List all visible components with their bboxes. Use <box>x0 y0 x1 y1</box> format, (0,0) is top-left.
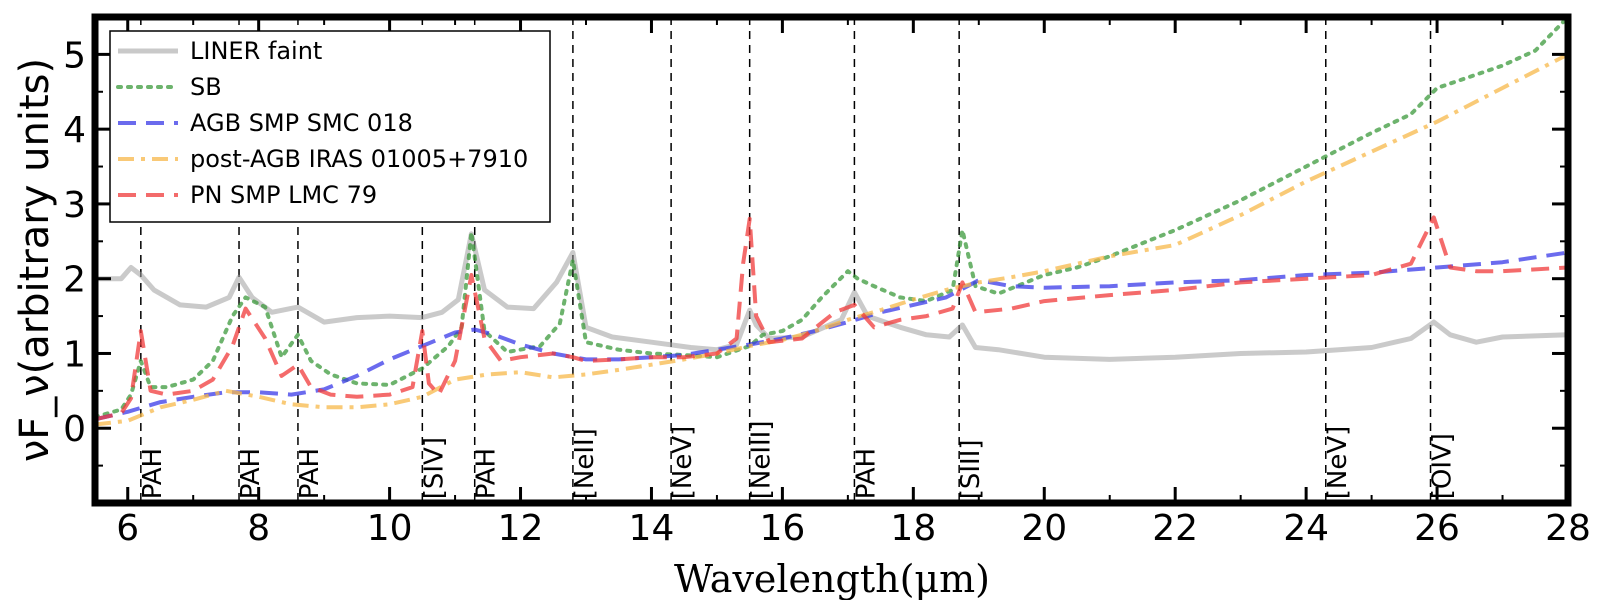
x-tick-label-3: 12 <box>498 508 544 549</box>
legend-label-3: post-AGB IRAS 01005+7910 <box>190 145 528 173</box>
plot-frame <box>91 13 1572 507</box>
y-axis-label: νF_ν(arbitrary units) <box>12 58 58 462</box>
legend-label-1: SB <box>190 73 222 101</box>
annotation-label-0: PAH <box>138 448 168 499</box>
y-tick-label-5: 5 <box>63 35 86 76</box>
annotation-label-8: PAH <box>851 448 881 499</box>
x-tick-label-2: 10 <box>367 508 413 549</box>
x-tick-label-1: 8 <box>247 508 270 549</box>
series-line-4 <box>94 215 1569 422</box>
series-line-3 <box>94 52 1569 427</box>
legend-box <box>109 30 551 223</box>
y-tick-label-0: 0 <box>63 409 86 450</box>
legend: LINER faint SB AGB SMP SMC 018 post-AGB IRA… <box>109 30 551 223</box>
annotation-label-3: [SIV] <box>419 437 449 499</box>
series-line-2 <box>94 250 1569 422</box>
annotation-label-4: PAH <box>472 448 502 499</box>
series-line-0 <box>95 231 1569 362</box>
annotation-label-10: [NeV] <box>1323 426 1353 500</box>
legend-label-4: PN SMP LMC 79 <box>190 181 377 209</box>
annotation-label-2: PAH <box>295 448 325 499</box>
x-tick-label-5: 16 <box>759 508 805 549</box>
annotation-label-5: [NeII] <box>570 428 600 499</box>
annotation-label-6: [NeV] <box>668 426 698 500</box>
x-tick-label-8: 22 <box>1152 508 1198 549</box>
annotation-label-7: [NeIII] <box>747 421 777 500</box>
y-tick-label-2: 2 <box>63 260 86 301</box>
y-tick-label-3: 3 <box>63 185 86 226</box>
legend-label-0: LINER faint <box>190 37 322 65</box>
x-tick-label-11: 28 <box>1545 508 1591 549</box>
annotation-label-11: [OIV] <box>1428 433 1458 499</box>
x-tick-label-10: 26 <box>1414 508 1460 549</box>
series-layer <box>93 15 1570 427</box>
x-tick-label-9: 24 <box>1283 508 1329 549</box>
y-tick-label-1: 1 <box>63 334 86 375</box>
x-tick-label-7: 20 <box>1021 508 1067 549</box>
x-axis-label: Wavelength(μm) <box>674 557 990 600</box>
x-tick-label-6: 18 <box>890 508 936 549</box>
annotation-label-1: PAH <box>236 448 266 499</box>
legend-label-2: AGB SMP SMC 018 <box>190 109 413 137</box>
y-tick-label-4: 4 <box>63 110 86 151</box>
annotation-label-9: [SIII] <box>956 439 986 499</box>
x-tick-label-0: 6 <box>116 508 139 549</box>
x-tick-label-4: 14 <box>629 508 675 549</box>
